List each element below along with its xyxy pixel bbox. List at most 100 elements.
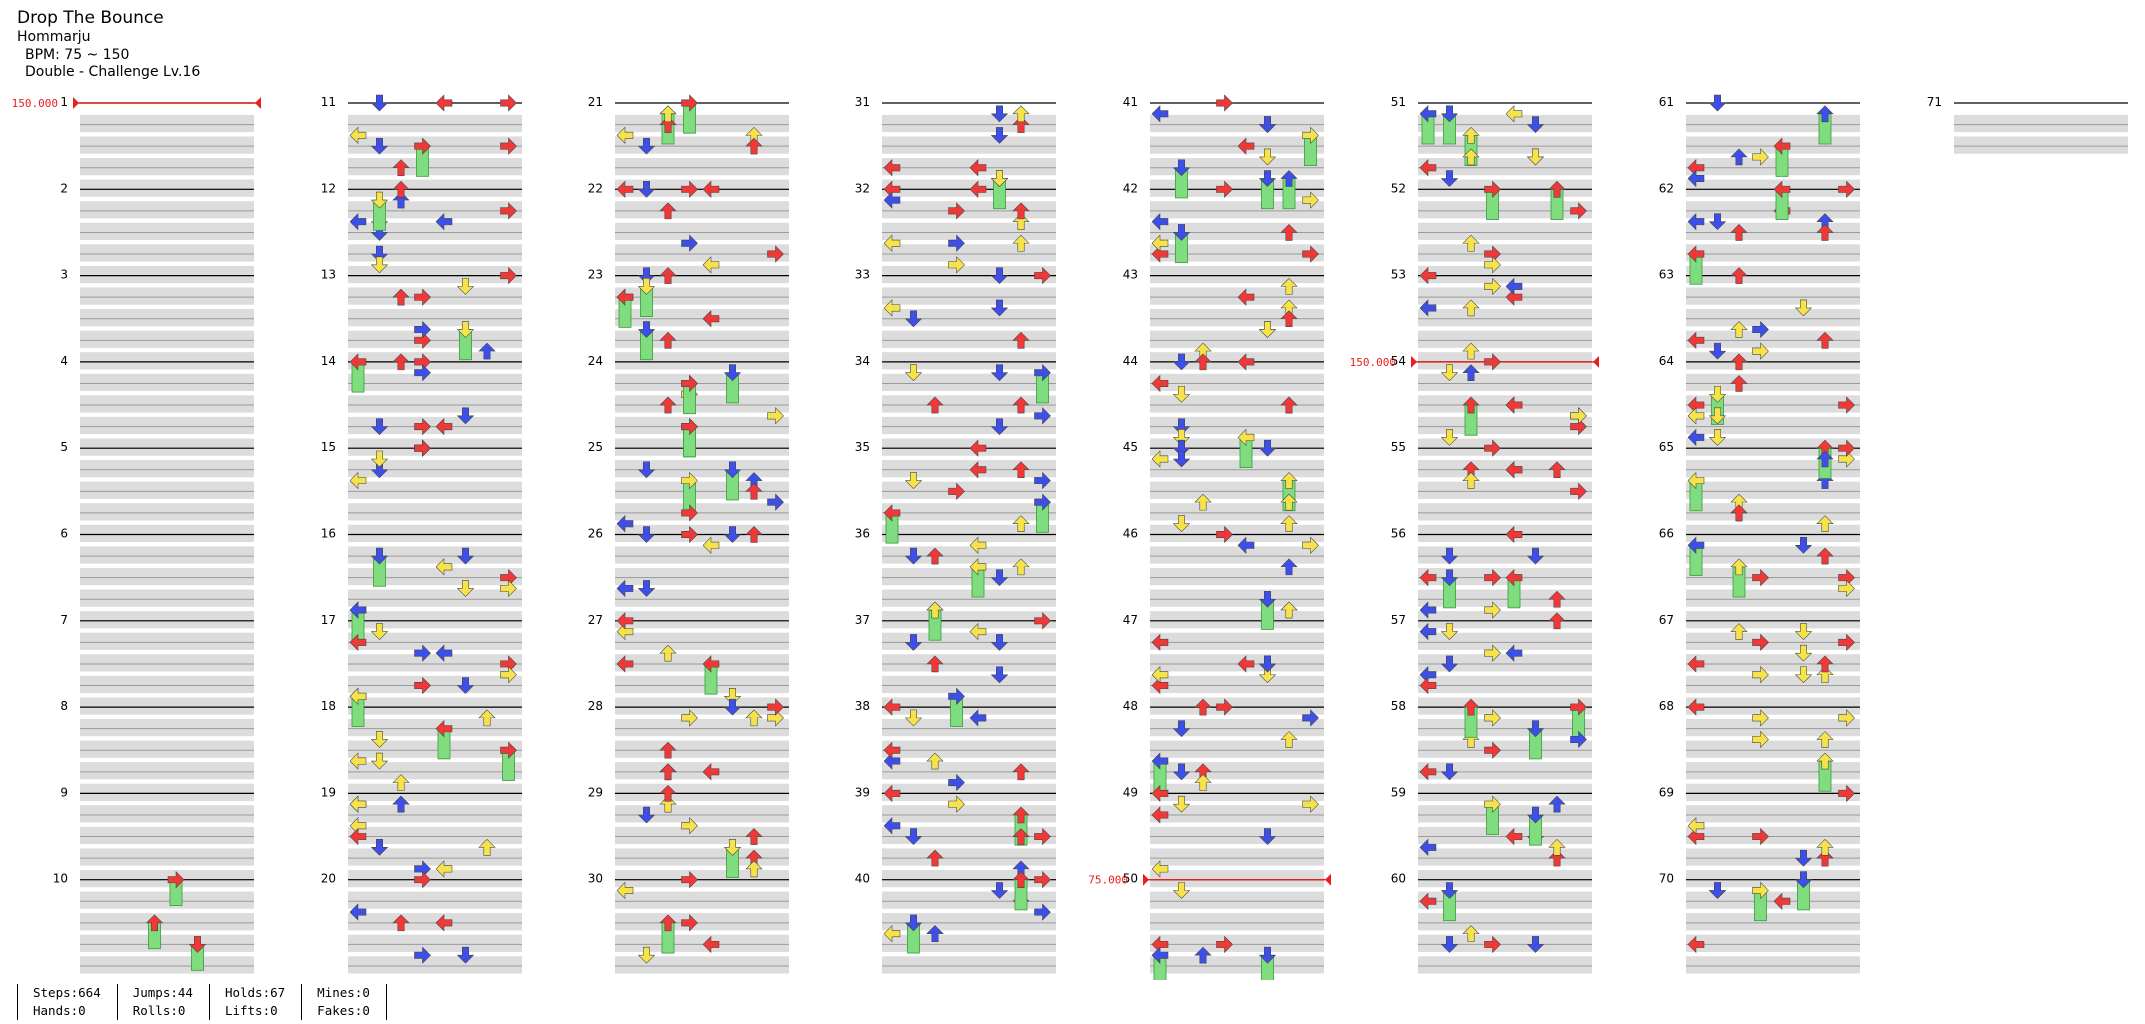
- arrow-note-down: [990, 170, 1009, 187]
- beat-row: [80, 395, 254, 413]
- arrow-note-left: [1419, 892, 1437, 910]
- arrow-note-down: [1172, 795, 1191, 813]
- arrow-note-left: [616, 579, 634, 598]
- beat-row: [348, 222, 522, 241]
- arrow-note-left: [349, 903, 367, 921]
- arrow-note-right: [1838, 784, 1855, 803]
- arrow-note-up: [1280, 170, 1298, 187]
- beat-row: [615, 956, 789, 974]
- beat-row: [615, 891, 789, 909]
- arrow-note-up: [659, 763, 677, 781]
- measure-number: 7: [60, 613, 68, 627]
- chart-header: Drop The Bounce Hommarju BPM: 75 ~ 150 D…: [17, 8, 200, 82]
- arrow-note-down: [1258, 170, 1277, 187]
- beat-row: [80, 805, 254, 823]
- beat-row: [1418, 309, 1592, 327]
- beat-row: [80, 740, 254, 758]
- beat-row: [615, 244, 789, 262]
- measure-number: 17: [321, 613, 336, 627]
- beat-row: [1686, 805, 1860, 823]
- arrow-note-down: [904, 914, 923, 932]
- arrow-note-up: [392, 180, 410, 198]
- beat-row: [1418, 438, 1592, 456]
- bpm-change-marker: 75.000: [1088, 873, 1331, 887]
- beat-row: [882, 956, 1056, 974]
- beat-row: [1150, 934, 1324, 952]
- arrow-note-down: [456, 677, 475, 694]
- arrow-note-down: [1172, 720, 1191, 738]
- arrow-note-left: [1151, 633, 1169, 652]
- measure-number: 38: [855, 699, 870, 713]
- beat-row: [348, 869, 522, 888]
- arrow-note-down: [370, 418, 389, 436]
- beat-row: [1150, 222, 1324, 241]
- beat-row: [80, 503, 254, 521]
- arrow-note-up: [1816, 731, 1834, 748]
- arrow-note-up: [392, 774, 410, 791]
- beat-row: [1686, 395, 1860, 413]
- arrow-note-right: [948, 234, 965, 252]
- arrow-note-up: [145, 914, 164, 932]
- beat-row: [348, 395, 522, 413]
- measure-number: 47: [1123, 613, 1138, 627]
- arrow-note-right: [1216, 94, 1233, 112]
- beat-row: [1418, 913, 1592, 931]
- arrow-note-right: [681, 525, 698, 544]
- arrow-note-right: [414, 288, 431, 306]
- beat-row: [1686, 330, 1860, 348]
- arrow-note-left: [1505, 827, 1523, 846]
- arrow-note-up: [1816, 655, 1834, 673]
- arrow-note-up: [745, 709, 763, 727]
- arrow-note-up: [1816, 331, 1834, 349]
- arrow-note-right: [414, 364, 431, 382]
- beat-row: [348, 675, 522, 694]
- measure-number: 55: [1391, 440, 1406, 454]
- beat-row: [882, 158, 1056, 176]
- arrow-note-right: [681, 871, 698, 889]
- beat-row: [1686, 567, 1860, 586]
- arrow-note-left: [969, 461, 987, 479]
- arrow-note-down: [1440, 623, 1459, 640]
- arrow-note-left: [616, 126, 634, 145]
- arrow-note-down: [188, 936, 207, 953]
- arrow-note-up: [1012, 806, 1030, 824]
- beat-row: [1418, 718, 1592, 737]
- arrow-note-down: [1794, 849, 1813, 867]
- beat-row: [80, 179, 254, 197]
- beat-row: [882, 524, 1056, 543]
- arrow-note-down: [1794, 537, 1813, 554]
- beat-row: [80, 201, 254, 219]
- arrow-note-left: [969, 439, 987, 457]
- arrow-note-left: [1687, 428, 1705, 447]
- measure-number: 35: [855, 440, 870, 454]
- arrow-note-down: [1708, 882, 1727, 899]
- arrow-note-left: [883, 698, 901, 716]
- beat-row: [1418, 460, 1592, 478]
- beat-row: [80, 373, 254, 392]
- arrow-note-left: [1237, 353, 1255, 371]
- arrow-note-down: [904, 310, 923, 328]
- arrow-note-up: [659, 331, 677, 349]
- beat-row: [1150, 589, 1324, 607]
- arrow-note-down: [990, 364, 1009, 382]
- beat-row: [1418, 891, 1592, 909]
- arrow-note-down: [1794, 623, 1813, 640]
- arrow-note-down: [1258, 116, 1277, 133]
- beat-row: [615, 395, 789, 413]
- beat-row: [882, 244, 1056, 262]
- beat-row: [882, 416, 1056, 435]
- arrow-note-down: [456, 547, 475, 565]
- arrow-note-down: [723, 839, 742, 856]
- arrow-note-down: [904, 709, 923, 727]
- measure-number: 21: [588, 95, 603, 109]
- arrow-note-right: [1752, 320, 1769, 339]
- arrow-note-down: [370, 191, 389, 209]
- measure-number: 70: [1659, 872, 1674, 886]
- arrow-note-left: [969, 180, 987, 198]
- arrow-note-up: [1816, 515, 1834, 532]
- measure-number: 11: [321, 95, 336, 109]
- beat-row: [1418, 416, 1592, 435]
- arrow-note-up: [1730, 504, 1748, 522]
- arrow-note-left: [702, 655, 720, 673]
- arrow-note-left: [702, 310, 720, 328]
